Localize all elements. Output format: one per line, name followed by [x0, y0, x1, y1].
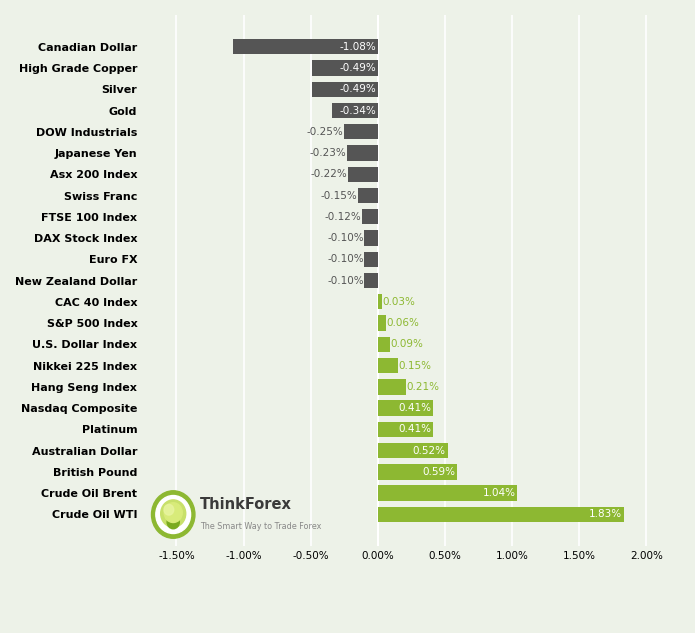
Bar	[378, 337, 390, 352]
Circle shape	[161, 500, 186, 527]
Text: -0.15%: -0.15%	[320, 191, 357, 201]
Text: -0.10%: -0.10%	[327, 275, 363, 285]
Text: -0.22%: -0.22%	[311, 169, 348, 179]
Text: The Smart Way to Trade Forex: The Smart Way to Trade Forex	[200, 522, 322, 531]
Bar	[378, 358, 398, 373]
Text: 1.04%: 1.04%	[482, 488, 516, 498]
Bar	[348, 166, 378, 182]
Text: 0.03%: 0.03%	[382, 297, 416, 307]
Text: -0.10%: -0.10%	[327, 233, 363, 243]
Text: ThinkForex: ThinkForex	[200, 496, 292, 511]
Text: -0.23%: -0.23%	[309, 148, 346, 158]
Bar	[233, 39, 378, 54]
Bar	[378, 401, 433, 416]
Text: 0.21%: 0.21%	[407, 382, 440, 392]
Circle shape	[164, 503, 182, 522]
Text: 0.09%: 0.09%	[391, 339, 423, 349]
Bar	[358, 188, 378, 203]
Text: -0.12%: -0.12%	[325, 212, 361, 222]
Bar	[378, 422, 433, 437]
Text: -0.10%: -0.10%	[327, 254, 363, 265]
Bar	[312, 60, 378, 76]
Text: 0.15%: 0.15%	[399, 361, 432, 370]
Circle shape	[164, 505, 174, 515]
Bar	[344, 124, 378, 139]
Text: 1.83%: 1.83%	[589, 510, 621, 519]
Bar	[361, 209, 378, 225]
Text: -1.08%: -1.08%	[339, 42, 376, 52]
Text: -0.25%: -0.25%	[306, 127, 343, 137]
Circle shape	[152, 491, 195, 538]
Bar	[364, 230, 378, 246]
Bar	[378, 294, 382, 310]
Bar	[364, 252, 378, 267]
Text: 0.06%: 0.06%	[386, 318, 420, 328]
Bar	[378, 486, 518, 501]
Bar	[347, 146, 378, 161]
Text: 0.41%: 0.41%	[398, 403, 431, 413]
Bar	[378, 315, 386, 331]
Bar	[378, 507, 623, 522]
Text: 0.59%: 0.59%	[422, 467, 455, 477]
Bar	[332, 103, 378, 118]
Bar	[378, 379, 406, 394]
Bar	[364, 273, 378, 288]
Bar	[378, 443, 448, 458]
Circle shape	[156, 496, 190, 534]
Text: -0.34%: -0.34%	[339, 106, 376, 116]
Text: -0.49%: -0.49%	[339, 63, 376, 73]
Text: 0.52%: 0.52%	[413, 446, 445, 456]
Text: 0.41%: 0.41%	[398, 424, 431, 434]
Bar	[312, 82, 378, 97]
Circle shape	[167, 515, 179, 529]
Text: -0.49%: -0.49%	[339, 84, 376, 94]
Bar	[378, 464, 457, 480]
